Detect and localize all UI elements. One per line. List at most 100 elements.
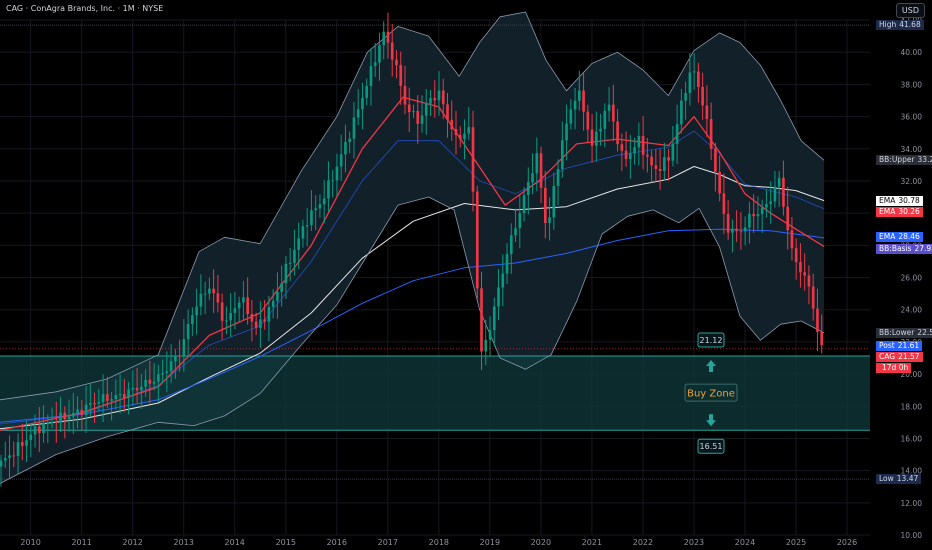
candle-body — [237, 302, 241, 309]
candle-body — [144, 379, 147, 387]
x-tick-label: 2014 — [225, 538, 245, 547]
price-tag-name: CAG — [879, 352, 896, 362]
candle-body — [463, 133, 466, 140]
candle-body — [548, 217, 551, 223]
candle-body — [212, 288, 215, 294]
candle-body — [748, 213, 751, 228]
y-tick-label: 20.00 — [901, 370, 923, 379]
candle-body — [369, 65, 373, 86]
candle-body — [165, 371, 169, 373]
candle-body — [641, 136, 645, 155]
candle-body — [199, 293, 203, 307]
candle-body — [701, 86, 704, 106]
candle-body — [280, 283, 283, 292]
candle-body — [560, 140, 564, 169]
candle-body — [820, 331, 824, 346]
candle-body — [492, 306, 496, 331]
candle-body — [441, 90, 445, 105]
zone-top-label-box — [697, 332, 725, 348]
candle-body — [344, 141, 347, 155]
candle-body — [246, 297, 249, 315]
candles — [0, 12, 824, 487]
candle-body — [276, 291, 279, 301]
candle-body — [692, 71, 696, 73]
candle-body — [786, 206, 789, 231]
x-tick-label: 2016 — [327, 538, 347, 547]
price-tag-name: Low — [879, 474, 894, 484]
candle-body — [480, 288, 483, 352]
price-tag-value: 30.78 — [898, 195, 920, 205]
x-tick-label: 2018 — [429, 538, 449, 547]
candle-body — [46, 422, 50, 424]
zone-bottom-label-box — [697, 438, 725, 454]
y-tick-label: 34.00 — [901, 145, 923, 154]
candle-body — [790, 230, 794, 249]
candle-body — [731, 228, 734, 233]
price-tag-value: 30.26 — [898, 207, 920, 217]
arrow-down-icon — [706, 414, 716, 427]
candle-body — [407, 104, 411, 113]
candle-body — [688, 72, 692, 93]
candle-body — [157, 374, 160, 382]
zone-top-label: 21.12 — [700, 336, 723, 345]
candle-body — [195, 306, 198, 316]
candle-body — [131, 387, 135, 390]
candle-body — [603, 110, 607, 129]
candle-body — [680, 100, 683, 125]
x-tick-label: 2024 — [735, 538, 755, 547]
price-tag-value: 33.28 — [917, 155, 932, 165]
candle-body — [646, 154, 649, 157]
candle-body — [458, 135, 462, 140]
candle-body — [454, 129, 458, 136]
price-tag-name: High — [879, 20, 897, 30]
price-tag-ema: EMA 28.46 — [876, 231, 923, 242]
candle-body — [552, 185, 556, 218]
y-tick-label: 36.00 — [901, 113, 923, 122]
candle-body — [127, 389, 130, 399]
candle-body — [450, 119, 454, 130]
candle-body — [518, 213, 522, 229]
candle-body — [42, 422, 45, 434]
candle-body — [12, 455, 16, 457]
candle-body — [118, 394, 122, 396]
candle-body — [735, 228, 738, 232]
price-tag-value: 21.61 — [897, 341, 920, 351]
candle-body — [637, 136, 641, 148]
x-tick-label: 2010 — [20, 538, 40, 547]
candle-body — [709, 118, 713, 149]
y-tick-label: 16.00 — [901, 434, 923, 443]
candle-body — [178, 355, 181, 357]
price-tag-name: Post — [879, 341, 895, 351]
x-tick-label: 2012 — [122, 538, 142, 547]
candle-body — [174, 355, 177, 362]
candle-body — [399, 65, 403, 86]
candle-body — [429, 98, 432, 104]
candle-body — [565, 123, 568, 141]
candle-body — [743, 227, 747, 232]
price-tag-name: EMA — [879, 231, 896, 241]
price-tag-value: 41.68 — [899, 20, 921, 30]
candle-body — [578, 90, 581, 101]
price-tag-value: 17d 0h — [882, 363, 909, 373]
candle-body — [684, 92, 687, 101]
candle-body — [794, 248, 798, 263]
x-tick-label: 2021 — [582, 538, 602, 547]
x-tick-label: 2017 — [378, 538, 398, 547]
candle-body — [101, 394, 105, 402]
currency-button[interactable]: USD — [895, 3, 925, 18]
candle-body — [484, 339, 488, 352]
candle-body — [186, 323, 190, 340]
candle-body — [386, 31, 390, 43]
candle-body — [161, 372, 164, 375]
candle-body — [811, 286, 815, 309]
candle-body — [20, 442, 24, 446]
candle-body — [378, 45, 381, 63]
candle-body — [76, 409, 79, 413]
candle-body — [412, 111, 415, 113]
y-tick-label: 40.00 — [901, 48, 923, 57]
candle-body — [629, 153, 632, 160]
candle-body — [327, 180, 330, 199]
